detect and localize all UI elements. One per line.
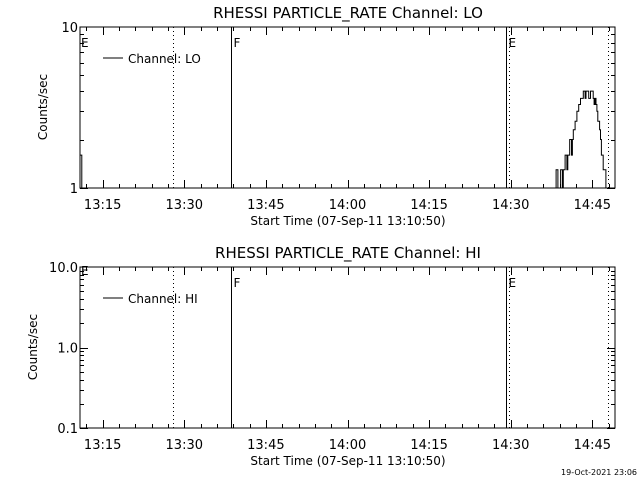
lo-event-label-1: F: [234, 36, 241, 50]
hi-x-tick-label-6: 14:45: [574, 438, 611, 453]
lo-legend: Channel: LO: [103, 52, 201, 66]
hi-axis-ticks: [80, 267, 615, 429]
hi-panel: RHESSI PARTICLE_RATE Channel: HI Start T…: [26, 244, 616, 468]
hi-chart-title: RHESSI PARTICLE_RATE Channel: HI: [215, 244, 481, 263]
lo-x-tick-label-1: 13:30: [166, 198, 203, 213]
lo-x-tick-label-2: 13:45: [247, 198, 284, 213]
hi-y-axis-label: Counts/sec: [26, 314, 40, 380]
lo-x-axis-label: Start Time (07-Sep-11 13:10:50): [250, 214, 445, 228]
hi-y-tick-label-0: 0.1: [57, 422, 78, 437]
hi-event-label-1: F: [234, 276, 241, 290]
lo-y-tick-label-0: 1: [70, 182, 78, 197]
hi-y-tick-label-1: 1.0: [57, 342, 78, 357]
hi-y-tick-label-2: 10.0: [49, 261, 78, 276]
hi-x-tick-label-3: 14:00: [329, 438, 366, 453]
hi-event-label-2: E: [509, 276, 517, 290]
hi-x-tick-label-2: 13:45: [247, 438, 284, 453]
hi-x-tick-label-4: 14:15: [410, 438, 447, 453]
lo-legend-label: Channel: LO: [128, 52, 201, 66]
hi-x-tick-labels: 13:15 13:30 13:45 14:00 14:15 14:30 14:45: [84, 438, 611, 453]
hi-x-tick-label-0: 13:15: [84, 438, 121, 453]
hi-x-axis-label: Start Time (07-Sep-11 13:10:50): [250, 454, 445, 468]
lo-edge-label: E: [81, 36, 89, 50]
lo-x-tick-labels: 13:15 13:30 13:45 14:00 14:15 14:30 14:45: [84, 198, 611, 213]
generation-timestamp: 19-Oct-2021 23:06: [561, 468, 637, 477]
lo-x-tick-label-6: 14:45: [574, 198, 611, 213]
lo-y-axis-label: Counts/sec: [36, 74, 50, 140]
hi-edge-label: E: [81, 264, 89, 278]
lo-y-tick-labels: 1 10: [61, 21, 78, 197]
lo-x-tick-label-4: 14:15: [410, 198, 447, 213]
lo-series: [80, 90, 608, 189]
lo-chart-title: RHESSI PARTICLE_RATE Channel: LO: [213, 4, 483, 23]
lo-x-tick-label-0: 13:15: [84, 198, 121, 213]
lo-panel: RHESSI PARTICLE_RATE Channel: LO Start T…: [36, 4, 616, 228]
lo-series-line-0: [80, 90, 608, 189]
lo-y-tick-label-1: 10: [61, 21, 78, 36]
lo-event-label-2: E: [509, 36, 517, 50]
lo-x-tick-label-3: 14:00: [329, 198, 366, 213]
hi-plot-frame: [79, 266, 616, 429]
lo-x-tick-label-5: 14:30: [492, 198, 529, 213]
hi-legend-label: Channel: HI: [128, 292, 198, 306]
lo-plot-frame: [79, 26, 616, 189]
hi-y-tick-labels: 0.1 1.0 10.0: [49, 261, 78, 437]
hi-legend: Channel: HI: [103, 292, 198, 306]
hi-x-tick-label-5: 14:30: [492, 438, 529, 453]
hi-x-tick-label-1: 13:30: [166, 438, 203, 453]
lo-axis-ticks: [80, 27, 615, 189]
